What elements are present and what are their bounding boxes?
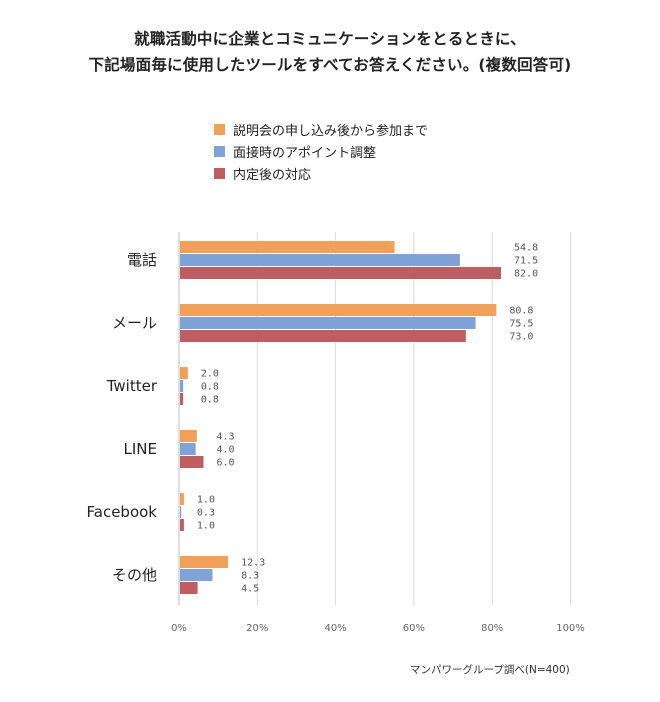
legend-swatch: [214, 123, 225, 135]
bar: [180, 556, 229, 568]
chart-title-line-2: 下記場面毎に使用したツールをすべてお答えください。(複数回答可): [88, 56, 572, 74]
legend-label: 面接時のアポイント調整: [233, 145, 377, 161]
data-label: 1.0: [197, 521, 215, 532]
legend: 説明会の申し込み後から参加まで 面接時のアポイント調整 内定後の対応: [214, 118, 428, 184]
data-label: 54.8: [514, 243, 538, 254]
category-label: メール: [112, 314, 157, 332]
category-label: その他: [112, 566, 157, 584]
bar: [180, 241, 395, 253]
category-label: 電話: [127, 251, 157, 269]
legend-swatch: [214, 145, 225, 157]
bar: [180, 367, 188, 379]
bar: [180, 493, 184, 505]
data-label: 73.0: [509, 332, 533, 343]
bar: [180, 254, 460, 266]
data-label: 75.5: [509, 319, 533, 330]
bar: [180, 330, 466, 342]
data-label: 8.3: [241, 571, 259, 582]
data-label: 0.8: [201, 382, 219, 393]
bar: [180, 506, 182, 518]
x-tick-label: 0%: [171, 623, 187, 634]
legend-label: 内定後の対応: [233, 167, 312, 183]
legend-label: 説明会の申し込み後から参加まで: [233, 123, 429, 139]
data-label: 0.3: [197, 508, 215, 519]
bar: [180, 443, 196, 455]
legend-item-1: 説明会の申し込み後から参加まで: [214, 118, 428, 140]
bar: [180, 304, 497, 316]
data-label: 2.0: [201, 369, 219, 380]
legend-item-3: 内定後の対応: [214, 162, 428, 184]
data-label: 6.0: [216, 458, 234, 469]
x-tick-label: 60%: [403, 623, 425, 634]
data-label: 80.8: [509, 306, 533, 317]
bar: [180, 317, 476, 329]
bar: [180, 456, 204, 468]
data-label: 4.5: [241, 584, 259, 595]
legend-item-2: 面接時のアポイント調整: [214, 140, 428, 162]
chart-title-line-1: 就職活動中に企業とコミュニケーションをとるときに、: [134, 30, 526, 48]
data-label: 4.0: [216, 445, 234, 456]
bar: [180, 430, 197, 442]
data-label: 1.0: [197, 495, 215, 506]
category-label: Twitter: [106, 377, 158, 395]
bar: [180, 569, 213, 581]
chart-title: 就職活動中に企業とコミュニケーションをとるときに、 下記場面毎に使用したツールを…: [0, 26, 660, 78]
data-label: 0.8: [201, 395, 219, 406]
bar: [180, 380, 184, 392]
legend-swatch: [214, 167, 225, 179]
data-label: 82.0: [514, 269, 538, 280]
data-label: 71.5: [514, 256, 538, 267]
bar: [180, 393, 184, 405]
data-label: 12.3: [241, 558, 265, 569]
category-label: LINE: [124, 440, 157, 458]
x-tick-label: 40%: [324, 623, 346, 634]
x-tick-label: 20%: [246, 623, 268, 634]
bar: [180, 519, 184, 531]
x-tick-label: 100%: [556, 623, 585, 634]
bar: [180, 582, 198, 594]
source-note: マンパワーグループ調べ(N=400): [410, 664, 570, 676]
bar: [180, 267, 502, 279]
category-label: Facebook: [87, 503, 158, 521]
x-tick-label: 80%: [481, 623, 503, 634]
data-label: 4.3: [216, 432, 234, 443]
